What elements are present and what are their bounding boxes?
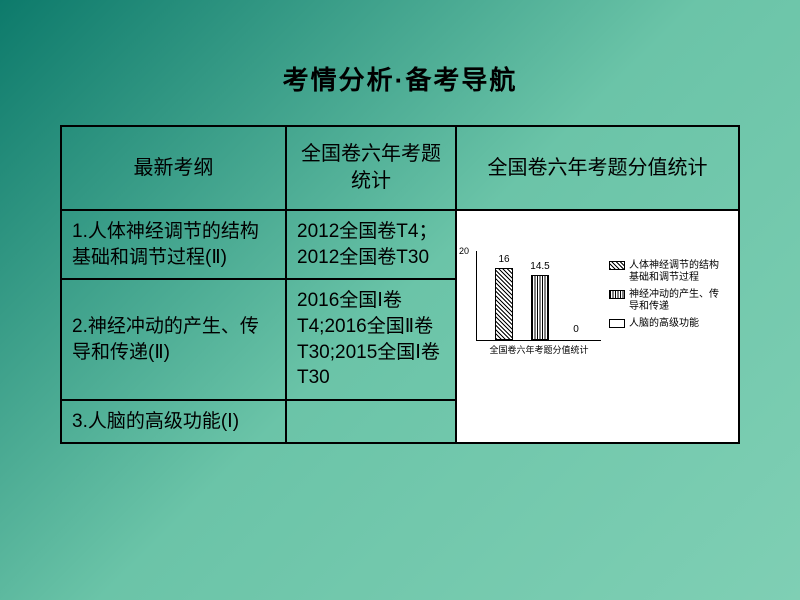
legend-item-1: 人体神经调节的结构基础和调节过程 bbox=[609, 260, 719, 283]
header-stats: 全国卷六年考题分值统计 bbox=[456, 126, 739, 210]
row1-questions: 2012全国卷T4；2012全国卷T30 bbox=[286, 210, 456, 279]
legend-swatch-3 bbox=[609, 319, 625, 328]
bar-chart: 20 16 14.5 0 全国卷六年考题分值统计 bbox=[476, 251, 601, 341]
header-questions: 全国卷六年考题统计 bbox=[286, 126, 456, 210]
bar-2-label: 14.5 bbox=[530, 260, 549, 274]
legend-text-2: 神经冲动的产生、传导和传递 bbox=[629, 289, 719, 312]
row2-questions: 2016全国Ⅰ卷T4;2016全国Ⅱ卷T30;2015全国Ⅰ卷T30 bbox=[286, 279, 456, 400]
ytick-20: 20 bbox=[459, 245, 469, 257]
chart-xtitle: 全国卷六年考题分值统计 bbox=[489, 344, 588, 356]
row1-syllabus: 1.人体神经调节的结构基础和调节过程(Ⅱ) bbox=[61, 210, 286, 279]
row3-questions bbox=[286, 400, 456, 444]
chart-legend: 人体神经调节的结构基础和调节过程 神经冲动的产生、传导和传递 人脑的高级功能 bbox=[609, 260, 719, 330]
chart-cell: 20 16 14.5 0 全国卷六年考题分值统计 bbox=[456, 210, 739, 443]
legend-text-1: 人体神经调节的结构基础和调节过程 bbox=[629, 260, 719, 283]
bar-2: 14.5 bbox=[531, 275, 549, 340]
legend-swatch-1 bbox=[609, 261, 625, 270]
legend-text-3: 人脑的高级功能 bbox=[629, 318, 699, 330]
bar-1-label: 16 bbox=[498, 253, 509, 267]
page-title: 考情分析·备考导航 bbox=[60, 60, 740, 97]
bar-1: 16 bbox=[495, 268, 513, 340]
legend-item-2: 神经冲动的产生、传导和传递 bbox=[609, 289, 719, 312]
row3-syllabus: 3.人脑的高级功能(Ⅰ) bbox=[61, 400, 286, 444]
row2-syllabus: 2.神经冲动的产生、传导和传递(Ⅱ) bbox=[61, 279, 286, 400]
bar-3-label: 0 bbox=[573, 323, 579, 337]
legend-swatch-2 bbox=[609, 290, 625, 299]
header-syllabus: 最新考纲 bbox=[61, 126, 286, 210]
exam-table: 最新考纲 全国卷六年考题统计 全国卷六年考题分值统计 1.人体神经调节的结构基础… bbox=[60, 125, 740, 444]
legend-item-3: 人脑的高级功能 bbox=[609, 318, 719, 330]
bar-3: 0 bbox=[567, 339, 585, 340]
